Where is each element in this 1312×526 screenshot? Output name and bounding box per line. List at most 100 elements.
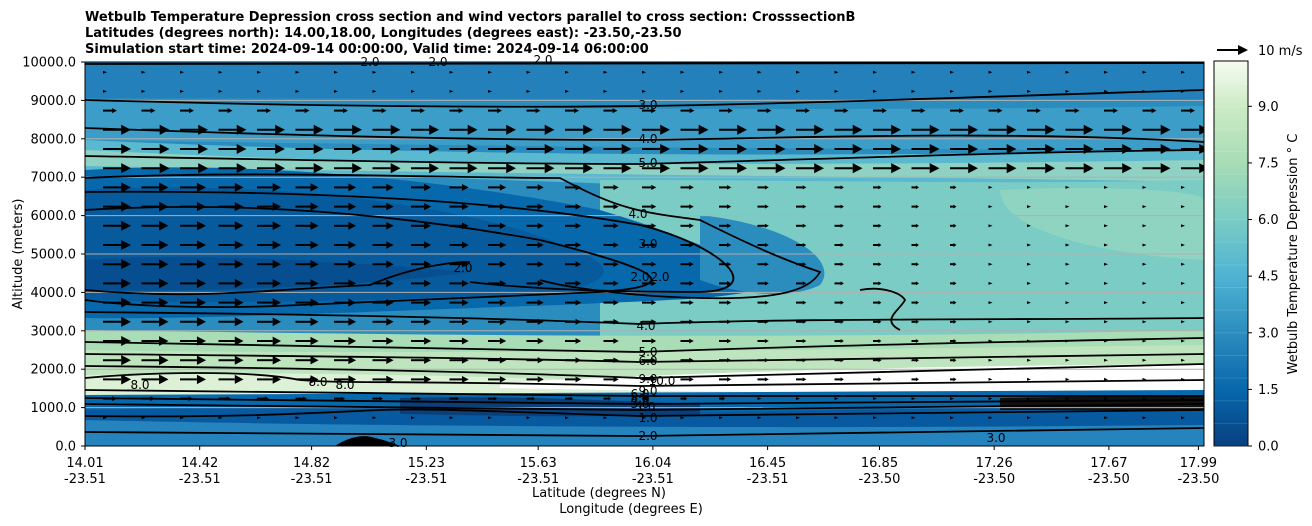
wind-vector [565, 70, 569, 74]
wind-vector [1142, 377, 1147, 381]
wind-vector [449, 356, 469, 364]
wind-vector [603, 261, 619, 267]
wind-vector [449, 318, 469, 326]
x-tick-label-latitude: 15.23 [408, 456, 445, 471]
wind-vector [757, 338, 769, 344]
wind-vector [334, 108, 348, 114]
wind-vector [757, 416, 762, 420]
wind-vector [1104, 108, 1118, 114]
wind-vector [372, 163, 401, 174]
wind-vector [218, 259, 244, 269]
contour-label: 2.0 [533, 53, 552, 67]
wind-vector [180, 163, 208, 174]
wind-vector [1181, 243, 1185, 247]
wind-vector [372, 70, 377, 74]
wind-vector [180, 259, 207, 269]
wind-vector [218, 202, 244, 212]
wind-vector [1181, 224, 1185, 228]
wind-vector [1142, 124, 1171, 135]
wind-vector [911, 124, 940, 135]
quiver-key: 10 m/s [1217, 44, 1303, 59]
wind-vector [911, 339, 919, 343]
wind-vector [257, 375, 282, 384]
wind-vector [911, 416, 916, 420]
y-tick-label: 7000.0 [31, 171, 77, 186]
wind-vector [565, 89, 569, 93]
wind-vector [488, 184, 507, 191]
wind-vector [449, 416, 454, 420]
wind-vector [334, 70, 338, 74]
wind-vector [642, 338, 657, 344]
y-tick-label: 1000.0 [31, 401, 77, 416]
wind-vector [680, 416, 685, 420]
wind-vector [488, 356, 507, 364]
wind-vector [1104, 397, 1108, 401]
wind-vector [642, 357, 657, 363]
wind-vector [411, 202, 432, 211]
wind-vector [334, 163, 362, 174]
wind-vector [565, 108, 579, 114]
wind-vector [1065, 89, 1070, 93]
wind-vector [796, 70, 800, 74]
wind-vector [642, 70, 646, 74]
wind-vector [1181, 339, 1185, 343]
wind-vector [257, 143, 285, 155]
wind-vector [488, 318, 507, 326]
wind-vector [180, 182, 207, 193]
wind-vector [1104, 124, 1132, 135]
wind-vector [565, 299, 582, 306]
wind-vector [526, 203, 544, 210]
wind-vector [834, 223, 844, 228]
wind-vector [372, 337, 394, 345]
wind-vector [449, 241, 469, 249]
wind-vector [1104, 377, 1108, 381]
contour-label: 4.0 [630, 393, 649, 407]
wind-vector [1027, 281, 1031, 285]
contour-line [85, 261, 471, 296]
wind-vector [680, 377, 694, 382]
wind-vector [257, 355, 282, 365]
wind-vector [1027, 108, 1041, 114]
wind-vector [988, 70, 993, 74]
wind-vector [218, 108, 233, 114]
wind-vector [873, 185, 882, 190]
wind-vector [141, 163, 170, 174]
y-tick-label: 9000.0 [31, 94, 77, 109]
wind-vector [950, 163, 978, 174]
wind-vector [526, 261, 544, 268]
wind-vector [1142, 262, 1147, 266]
wind-vector [141, 143, 170, 155]
wind-vector [411, 337, 432, 345]
wind-vector [911, 89, 916, 93]
wind-vector [449, 279, 469, 287]
contour-line [85, 173, 822, 300]
contour-label: 2.0 [638, 429, 657, 443]
wind-vector [141, 297, 169, 308]
wind-vector [218, 182, 244, 192]
wind-vector [834, 281, 844, 286]
wind-vector [257, 163, 285, 174]
wind-vector [488, 299, 507, 306]
wind-vector [1181, 89, 1185, 93]
wind-vector [1181, 185, 1185, 189]
wind-vector [1142, 185, 1147, 189]
wind-vector [757, 300, 769, 305]
wind-vector [1142, 320, 1147, 324]
wind-vector [603, 299, 619, 306]
x-tick-label-longitude: -23.50 [973, 472, 1015, 487]
wind-vector [719, 163, 747, 174]
wind-vector [603, 416, 608, 420]
wind-vector [642, 300, 657, 306]
wind-vector [757, 163, 786, 174]
x-tick-label-longitude: -23.51 [405, 472, 447, 487]
wind-vector [218, 163, 247, 174]
wind-vector [1027, 397, 1031, 401]
wind-vector [218, 221, 244, 231]
wind-vector [1027, 70, 1031, 74]
wind-vector [218, 396, 232, 401]
wind-vector [873, 262, 882, 267]
wind-vector [796, 163, 824, 174]
wind-vector [1065, 416, 1070, 420]
wind-vector [873, 300, 882, 305]
wind-vector [834, 339, 844, 343]
